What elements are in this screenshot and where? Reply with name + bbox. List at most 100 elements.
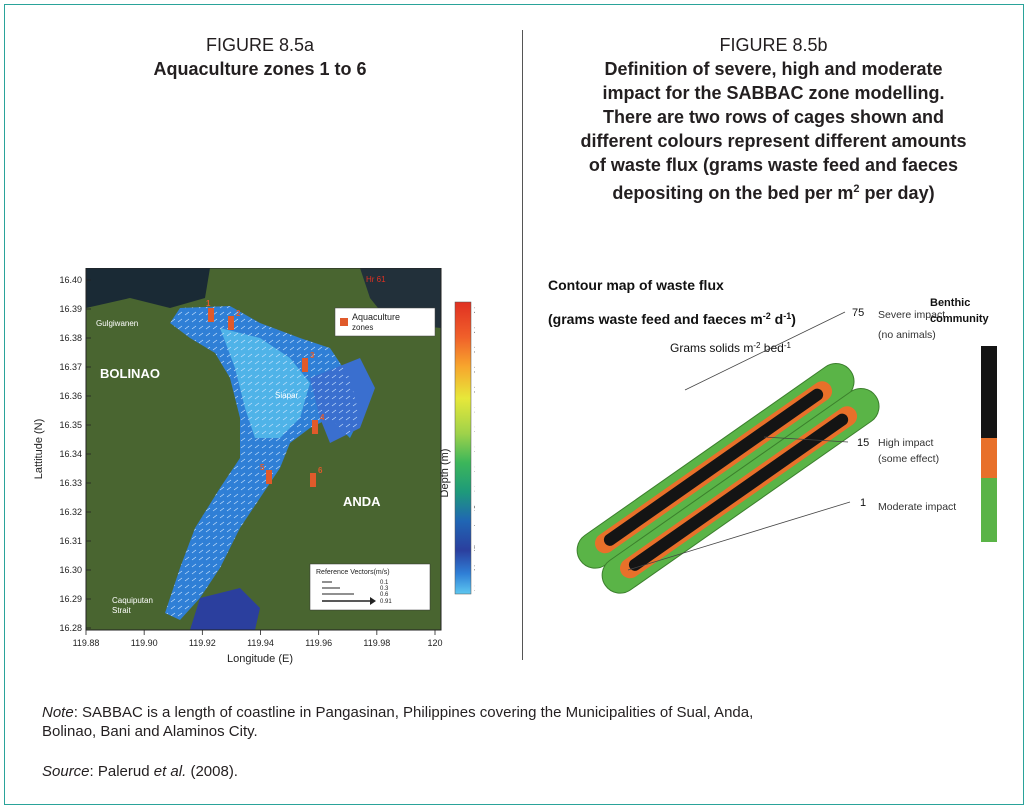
contour-value: 15 bbox=[857, 437, 869, 449]
x-tick-label: 119.90 bbox=[131, 638, 158, 648]
impact-label: High impact bbox=[878, 437, 934, 449]
depth-tick-label: 23 bbox=[474, 365, 475, 375]
zone-marker bbox=[228, 316, 234, 330]
contour-value: 75 bbox=[852, 307, 864, 319]
cage-row-1 bbox=[576, 363, 855, 569]
title-text: per day) bbox=[859, 183, 935, 203]
ref-value: 0.91 bbox=[380, 599, 392, 605]
subtitle-text: d bbox=[771, 311, 783, 327]
depth-tick-label: 5 bbox=[474, 543, 475, 553]
y-tick-label: 16.34 bbox=[59, 449, 82, 459]
benthic-heading: community bbox=[930, 313, 990, 325]
depth-tick-label: 3 bbox=[474, 563, 475, 573]
figure-b-label: FIGURE 8.5b bbox=[719, 35, 828, 55]
x-tick-label: 119.94 bbox=[247, 638, 274, 648]
y-tick-label: 16.35 bbox=[59, 420, 82, 430]
note-text: : SABBAC is a length of coastline in Pan… bbox=[73, 704, 754, 721]
ref-value: 0.3 bbox=[380, 586, 389, 592]
place-label: Strait bbox=[112, 606, 131, 615]
reference-vectors-box: Reference Vectors(m/s) 0.1 0.3 0.6 0.91 bbox=[309, 563, 431, 611]
zone-marker bbox=[302, 358, 308, 372]
zone-number: 2 bbox=[236, 309, 241, 318]
depth-tick-label: 9 bbox=[474, 504, 475, 514]
leader-line-15 bbox=[763, 436, 849, 443]
zone-number: 5 bbox=[260, 463, 265, 472]
subtitle-superscript: -2 bbox=[763, 311, 771, 321]
depth-tick-label: 13 bbox=[474, 464, 475, 474]
y-tick-label: 16.38 bbox=[59, 333, 82, 343]
x-tick-label: 119.98 bbox=[363, 638, 390, 648]
map-frame bbox=[85, 268, 442, 631]
severe-impact-zone bbox=[628, 413, 849, 571]
zone-number: 1 bbox=[206, 299, 211, 308]
ref-value: 0.1 bbox=[380, 580, 389, 586]
leader-line-75 bbox=[684, 311, 846, 391]
depth-colorbar bbox=[454, 301, 472, 595]
x-tick-label: 120 bbox=[427, 638, 442, 648]
zone-number: 4 bbox=[320, 413, 325, 422]
figure-b-title-line: There are two rows of cages shown and bbox=[602, 107, 945, 127]
place-label: BOLINAO bbox=[100, 366, 160, 381]
figure-b-title-line: impact for the SABBAC zone modelling. bbox=[602, 83, 945, 103]
waste-flux-contour-map: Contour map of waste flux (grams waste f… bbox=[548, 277, 997, 594]
impact-label: Moderate impact bbox=[878, 501, 956, 513]
title-superscript: 2 bbox=[853, 183, 860, 195]
zone-number: 6 bbox=[318, 466, 323, 475]
zone-marker bbox=[310, 473, 316, 487]
contour-axis-label: Grams solids m-2 bed-1 bbox=[670, 341, 791, 355]
axis-superscript: -2 bbox=[753, 341, 761, 350]
leader-line-1 bbox=[627, 501, 851, 571]
place-label: Caquiputan bbox=[112, 596, 153, 605]
figure-b-title-line: different colours represent different am… bbox=[580, 131, 967, 151]
y-tick-label: 16.29 bbox=[59, 594, 82, 604]
figure-note: Note: SABBAC is a length of coastline in… bbox=[42, 703, 1002, 741]
subtitle-text: (grams waste feed and faeces m bbox=[548, 311, 763, 327]
high-bar bbox=[981, 438, 997, 478]
benthic-heading: Benthic bbox=[930, 297, 970, 309]
figure-b-title: Definition of severe, high and moderate … bbox=[527, 57, 1020, 205]
place-label: ANDA bbox=[343, 494, 381, 509]
depth-tick-label: 15 bbox=[474, 444, 475, 454]
y-tick-label: 16.37 bbox=[59, 362, 82, 372]
depth-tick-label: 7 bbox=[474, 523, 475, 533]
corner-tag: Hr 61 bbox=[366, 275, 386, 284]
contour-value: 1 bbox=[860, 497, 866, 509]
depth-tick-labels: 29 27 25 23 21 19 17 15 13 11 9 7 5 3 1 bbox=[474, 305, 475, 593]
depth-tick-label: 29 bbox=[474, 305, 475, 315]
y-tick-label: 16.36 bbox=[59, 391, 82, 401]
column-divider bbox=[522, 30, 523, 660]
legend-text: zones bbox=[352, 323, 373, 332]
subtitle-superscript: -1 bbox=[783, 311, 791, 321]
cage-row-2 bbox=[601, 388, 880, 594]
severe-bar bbox=[981, 346, 997, 438]
y-tick-label: 16.31 bbox=[59, 536, 82, 546]
depth-tick-label: 11 bbox=[474, 484, 475, 494]
title-text: depositing on the bed per m bbox=[612, 183, 854, 203]
source-etal: et al. bbox=[153, 763, 187, 780]
x-axis-label: Longitude (E) bbox=[227, 653, 293, 665]
figure-b-title-line: depositing on the bed per m2 per day) bbox=[527, 177, 1020, 205]
legend-text: Aquaculture bbox=[352, 312, 400, 322]
zone-number: 3 bbox=[310, 351, 315, 360]
moderate-bar bbox=[981, 478, 997, 542]
source-label: Source bbox=[42, 763, 90, 780]
figure-b-title-line: Definition of severe, high and moderate bbox=[604, 59, 943, 79]
y-axis-label: Lattitude (N) bbox=[33, 419, 45, 480]
zone-marker bbox=[266, 470, 272, 484]
figure-b-title-line: of waste flux (grams waste feed and faec… bbox=[588, 155, 959, 175]
place-label: Siapar bbox=[275, 391, 298, 400]
depth-tick-label: 19 bbox=[474, 404, 475, 414]
y-tick-label: 16.30 bbox=[59, 565, 82, 575]
axis-text: Grams solids m bbox=[670, 341, 753, 355]
y-tick-label: 16.33 bbox=[59, 478, 82, 488]
ref-title: Reference Vectors(m/s) bbox=[316, 569, 390, 576]
zone-markers bbox=[208, 308, 318, 487]
aquaculture-zones-map: 1 2 3 4 5 6 Gulgiwanen BOLINAO ANDA Siap… bbox=[33, 268, 475, 665]
x-tick-label: 119.96 bbox=[305, 638, 332, 648]
y-tick-label: 16.40 bbox=[59, 275, 82, 285]
depth-tick-label: 21 bbox=[474, 384, 475, 394]
axis-superscript: -1 bbox=[784, 341, 792, 350]
depth-tick-label: 25 bbox=[474, 345, 475, 355]
x-tick-labels: 119.88 119.90 119.92 119.94 119.96 119.98 120 bbox=[73, 630, 443, 648]
note-line: Bolinao, Bani and Alaminos City. bbox=[42, 723, 258, 740]
